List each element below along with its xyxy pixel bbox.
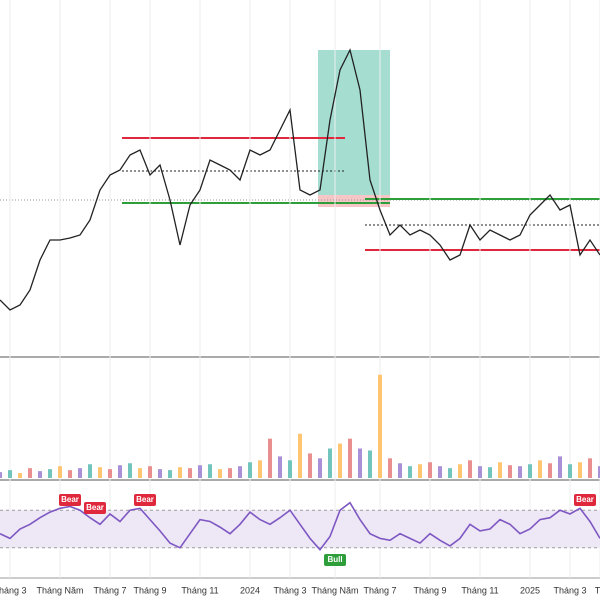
volume-bar (0, 472, 2, 478)
x-tick-label: Tháng Năm (36, 585, 83, 595)
volume-bar (318, 458, 322, 478)
volume-bar (138, 468, 142, 478)
volume-bar (498, 462, 502, 478)
rsi-line (0, 501, 600, 551)
volume-bar (68, 470, 72, 478)
volume-bar (178, 467, 182, 478)
volume-bar (208, 464, 212, 478)
volume-bar (388, 458, 392, 478)
volume-bar (478, 466, 482, 478)
volume-bar (528, 464, 532, 478)
signal-label: Bear (61, 495, 79, 504)
volume-bar (408, 466, 412, 478)
volume-bar (78, 468, 82, 478)
volume-bar (568, 464, 572, 478)
signal-label: Bear (86, 503, 104, 512)
volume-bar (28, 468, 32, 478)
x-tick-label: 2025 (520, 585, 540, 595)
volume-bar (448, 468, 452, 478)
x-tick-label: Tháng 9 (133, 585, 166, 595)
signal-badge (59, 494, 81, 506)
volume-bar (348, 438, 352, 478)
signal-label: Bear (136, 495, 154, 504)
x-tick-label: Tháng 9 (413, 585, 446, 595)
volume-bar (538, 460, 542, 478)
volume-bar (258, 460, 262, 478)
x-tick-label: Tháng 7 (93, 585, 126, 595)
volume-bar (298, 433, 302, 478)
volume-bar (368, 450, 372, 478)
volume-bar (8, 470, 12, 478)
signal-badge (324, 554, 346, 566)
volume-bar (548, 463, 552, 478)
volume-bar (418, 464, 422, 478)
volume-bar (98, 467, 102, 478)
volume-bar (508, 465, 512, 478)
volume-bar (398, 463, 402, 478)
volume-bar (248, 462, 252, 478)
volume-bar (328, 448, 332, 478)
signal-badge (574, 494, 596, 506)
volume-bar (428, 462, 432, 478)
volume-bar (488, 467, 492, 478)
volume-bar (308, 453, 312, 478)
x-tick-label: Tháng 3 (0, 585, 27, 595)
volume-bar (128, 463, 132, 478)
volume-bar (38, 471, 42, 478)
x-tick-label: Tháng 7 (363, 585, 396, 595)
volume-bar (378, 374, 382, 478)
volume-bar (48, 469, 52, 478)
volume-bar (118, 465, 122, 478)
long-position-stop (318, 195, 390, 207)
x-tick-label: Tháng 3 (273, 585, 306, 595)
volume-bar (468, 460, 472, 478)
volume-bar (18, 473, 22, 478)
volume-bar (268, 438, 272, 478)
volume-bar (358, 448, 362, 478)
volume-bar (158, 469, 162, 478)
volume-bar (88, 464, 92, 478)
signal-badge (134, 494, 156, 506)
volume-bar (458, 464, 462, 478)
volume-bar (198, 465, 202, 478)
volume-bar (598, 466, 600, 478)
x-tick-label: Th (595, 585, 600, 595)
volume-bar (58, 466, 62, 478)
volume-bar (438, 466, 442, 478)
volume-bar (278, 456, 282, 478)
volume-bar (148, 466, 152, 478)
volume-bar (578, 462, 582, 478)
volume-bar (188, 468, 192, 478)
volume-bar (108, 469, 112, 478)
volume-bar (588, 458, 592, 478)
signal-badge (84, 502, 106, 514)
signal-label: Bull (327, 555, 342, 564)
x-tick-label: Tháng 3 (553, 585, 586, 595)
volume-bar (168, 470, 172, 478)
volume-bar (558, 456, 562, 478)
price-line (0, 48, 600, 311)
volume-bar (338, 443, 342, 478)
x-tick-label: Tháng Năm (311, 585, 358, 595)
long-position-target (318, 50, 390, 195)
volume-bar (218, 469, 222, 478)
x-tick-label: Tháng 11 (461, 585, 498, 595)
volume-bar (518, 466, 522, 478)
x-tick-label: Tháng 11 (181, 585, 218, 595)
rsi-band (0, 510, 600, 548)
volume-bar (238, 466, 242, 478)
volume-bar (288, 460, 292, 478)
x-tick-label: 2024 (240, 585, 260, 595)
signal-label: Bear (576, 495, 594, 504)
volume-bar (228, 468, 232, 478)
